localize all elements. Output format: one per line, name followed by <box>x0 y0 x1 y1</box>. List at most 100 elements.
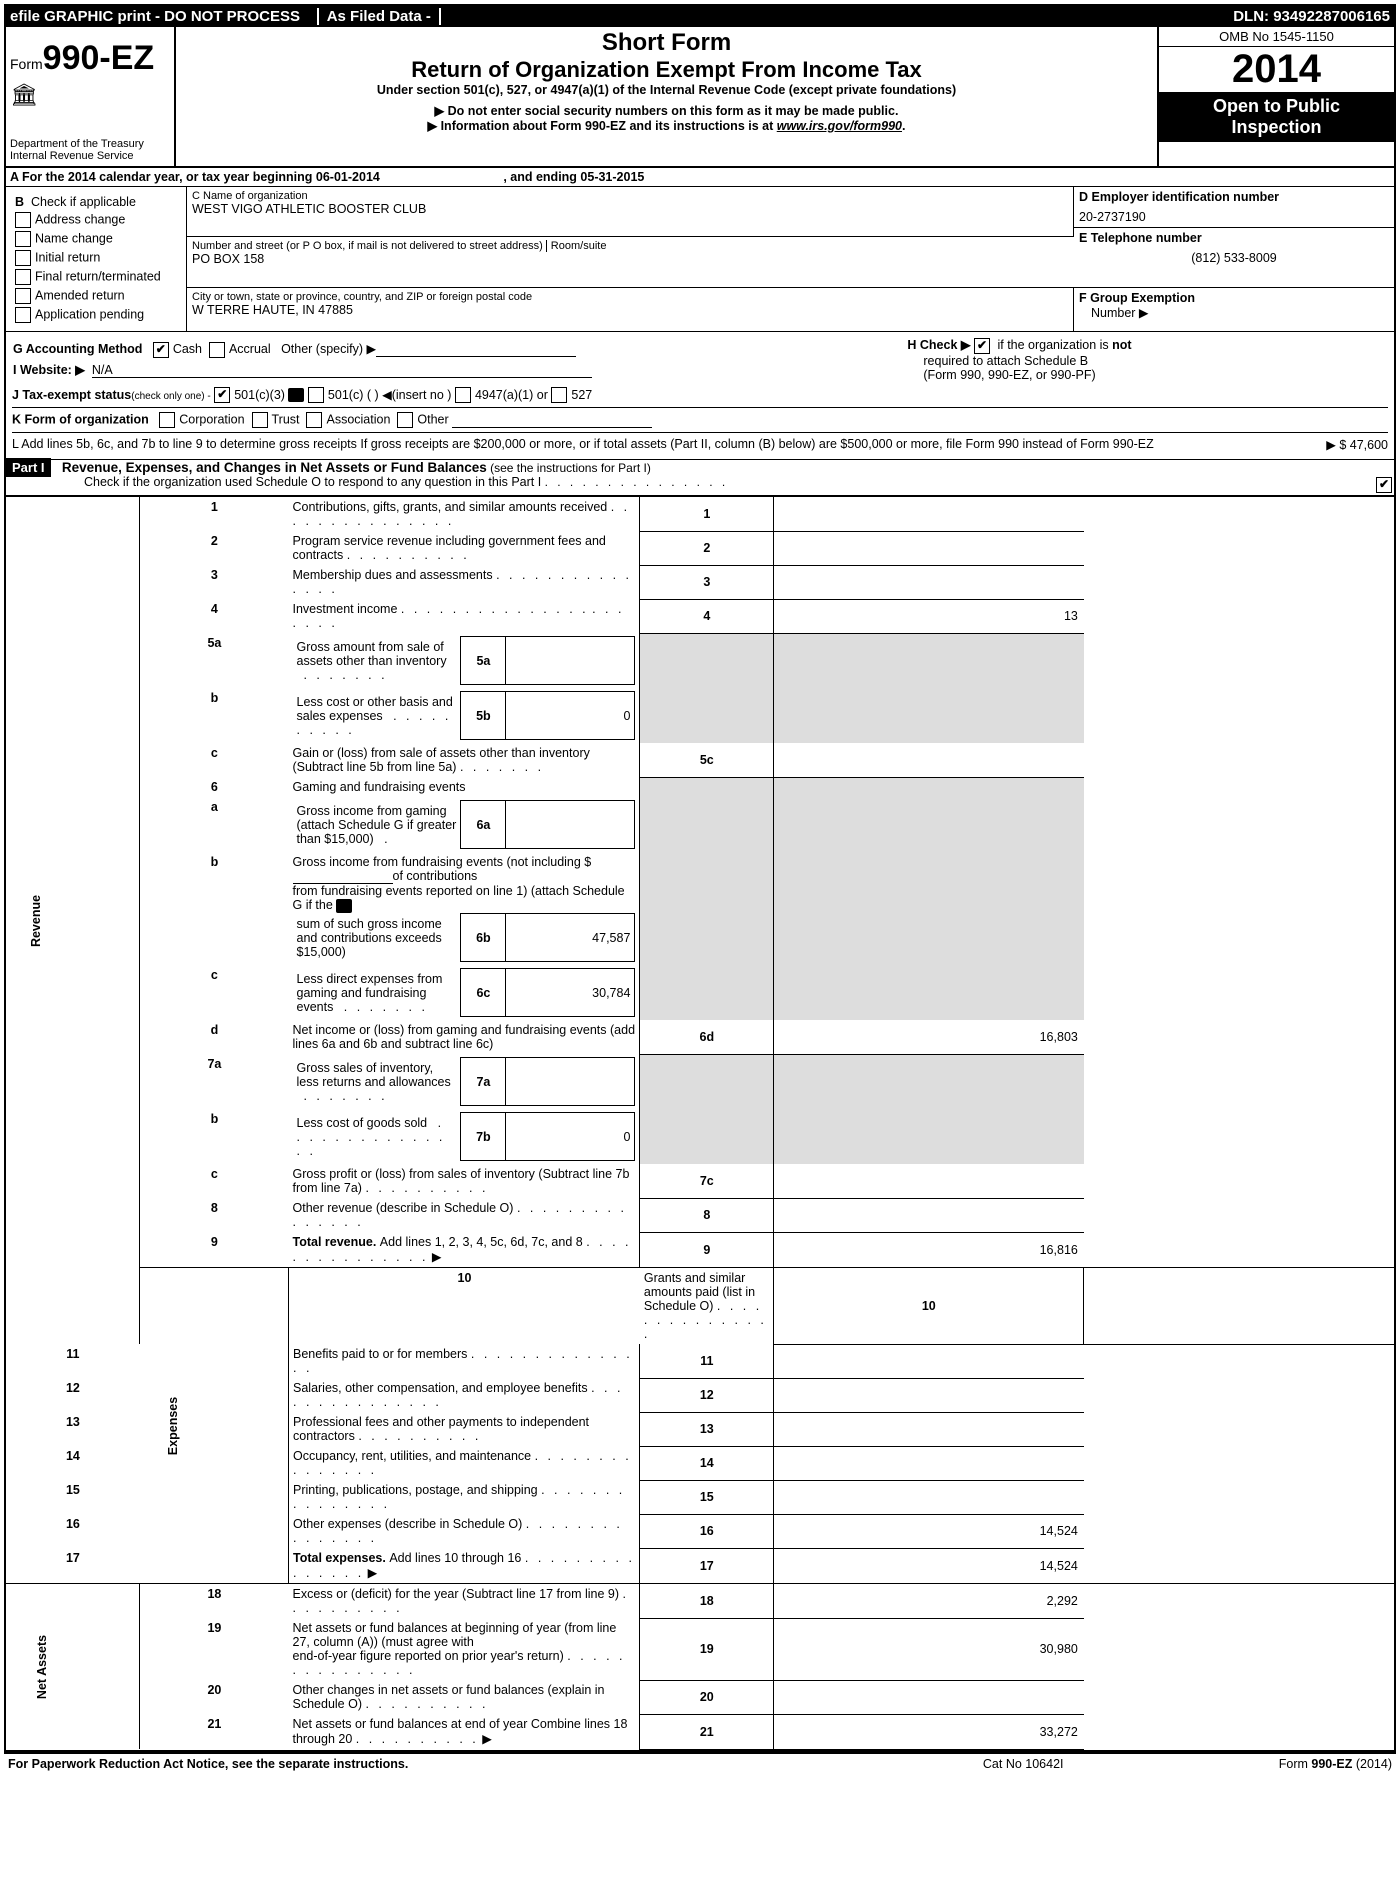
line-8-amt <box>774 1198 1084 1232</box>
revenue-label: Revenue <box>6 497 140 1344</box>
footer-form: Form 990-EZ (2014) <box>1123 1753 1396 1774</box>
line-14-text: Occupancy, rent, utilities, and maintena… <box>289 1446 640 1480</box>
footer-paperwork: For Paperwork Reduction Act Notice, see … <box>4 1753 923 1774</box>
efile-mid: As Filed Data - <box>317 8 441 25</box>
line-11-amt <box>774 1344 1084 1378</box>
org-name: WEST VIGO ATHLETIC BOOSTER CLUB <box>192 202 1068 216</box>
cb-accrual[interactable] <box>209 342 225 358</box>
ein-value: 20-2737190 <box>1074 207 1394 228</box>
efile-left: efile GRAPHIC print - DO NOT PROCESS <box>10 8 300 25</box>
line-3-text: Membership dues and assessments . . . . … <box>289 565 640 599</box>
section-d-e: D Employer identification number 20-2737… <box>1074 187 1395 287</box>
dept-treasury: Department of the Treasury <box>10 138 170 150</box>
line-13-amt <box>774 1412 1084 1446</box>
line-5b-amt: 0 <box>506 692 635 740</box>
cb-4947[interactable] <box>455 387 471 403</box>
net-assets-label: Net Assets <box>6 1584 140 1750</box>
tax-year: 2014 <box>1159 47 1394 92</box>
line-1-amt <box>774 497 1084 531</box>
line-14-amt <box>774 1446 1084 1480</box>
line-5a: Gross amount from sale of assets other t… <box>289 633 640 688</box>
cb-trust[interactable] <box>252 412 268 428</box>
line-19-text: Net assets or fund balances at beginning… <box>289 1618 640 1680</box>
line-12-text: Salaries, other compensation, and employ… <box>289 1378 640 1412</box>
cb-corp[interactable] <box>159 412 175 428</box>
line-5c-text: Gain or (loss) from sale of assets other… <box>289 743 640 777</box>
schedule-icon[interactable] <box>336 899 352 913</box>
line-2-amt <box>774 531 1084 565</box>
line-7c-amt <box>774 1164 1084 1198</box>
cb-assoc[interactable] <box>306 412 322 428</box>
efile-dln: DLN: 93492287006165 <box>1233 8 1390 25</box>
section-b-through-f: B Check if applicable Address change Nam… <box>5 187 1395 333</box>
footer: For Paperwork Reduction Act Notice, see … <box>4 1752 1396 1774</box>
cb-501c3[interactable]: ✔ <box>214 387 230 403</box>
line-18-amt: 2,292 <box>774 1584 1084 1619</box>
irs-link[interactable]: www.irs.gov/form990 <box>777 119 902 133</box>
open-to-public: Open to Public Inspection <box>1159 92 1394 142</box>
cb-schedule-o[interactable]: ✔ <box>1376 477 1392 493</box>
line-15-amt <box>774 1480 1084 1514</box>
line-18-text: Excess or (deficit) for the year (Subtra… <box>289 1584 640 1619</box>
section-f: F Group Exemption Number ▶ <box>1074 287 1395 331</box>
street-value: PO BOX 158 <box>192 252 1069 266</box>
form-990ez: efile GRAPHIC print - DO NOT PROCESS As … <box>4 4 1396 1752</box>
cb-address-change[interactable]: Address change <box>15 212 177 228</box>
cb-name-change[interactable]: Name change <box>15 231 177 247</box>
line-6c-amt: 30,784 <box>506 969 635 1017</box>
line-20-amt <box>774 1680 1084 1714</box>
line-4-text: Investment income . . . . . . . . . . . … <box>289 599 640 633</box>
line-7c-text: Gross profit or (loss) from sales of inv… <box>289 1164 640 1198</box>
part-i-header: Part I Revenue, Expenses, and Changes in… <box>5 460 1395 497</box>
line-11-text: Benefits paid to or for members . . . . … <box>289 1344 640 1378</box>
cb-527[interactable] <box>551 387 567 403</box>
line-6b-amt: 47,587 <box>506 914 635 962</box>
line-12-amt <box>774 1378 1084 1412</box>
cb-initial-return[interactable]: Initial return <box>15 250 177 266</box>
omb-number: OMB No 1545-1150 <box>1159 27 1394 47</box>
section-c-city: City or town, state or province, country… <box>187 287 1074 331</box>
form-number: 990-EZ <box>43 39 155 77</box>
line-6b: Gross income from fundraising events (no… <box>289 852 640 965</box>
line-16-amt: 14,524 <box>774 1514 1084 1548</box>
section-c-street: Number and street (or P O box, if mail i… <box>187 237 1074 287</box>
line-21-amt: 33,272 <box>774 1714 1084 1749</box>
line-2-text: Program service revenue including govern… <box>289 531 640 565</box>
info-line: ▶ Information about Form 990-EZ and its … <box>182 118 1151 133</box>
line-1-text: Contributions, gifts, grants, and simila… <box>289 497 640 531</box>
header-left: Form990-EZ 🏛︎ Department of the Treasury… <box>5 27 175 167</box>
section-b: B Check if applicable Address change Nam… <box>6 187 187 332</box>
under-section: Under section 501(c), 527, or 4947(a)(1)… <box>182 83 1151 97</box>
line-17-text: Total expenses. Add lines 10 through 16 … <box>289 1548 640 1584</box>
line-10-amt <box>1084 1268 1394 1345</box>
line-6a: Gross income from gaming (attach Schedul… <box>289 797 640 852</box>
line-7b-amt: 0 <box>506 1113 635 1161</box>
line-6d-amt: 16,803 <box>774 1020 1084 1054</box>
line-21-text: Net assets or fund balances at end of ye… <box>289 1714 640 1749</box>
gross-receipts-value: $ 47,600 <box>1339 438 1388 452</box>
cb-cash[interactable]: ✔ <box>153 342 169 358</box>
cb-application-pending[interactable]: Application pending <box>15 307 177 323</box>
part-i-heading: Revenue, Expenses, and Changes in Net As… <box>54 460 487 475</box>
cb-schedule-b[interactable]: ✔ <box>974 338 990 354</box>
schedule-icon[interactable] <box>288 388 304 402</box>
efile-bar: efile GRAPHIC print - DO NOT PROCESS As … <box>5 5 1395 27</box>
line-20-text: Other changes in net assets or fund bala… <box>289 1680 640 1714</box>
phone-value: (812) 533-8009 <box>1074 248 1394 268</box>
line-10-text: Grants and similar amounts paid (list in… <box>640 1268 774 1345</box>
lines-table: Revenue 1 Contributions, gifts, grants, … <box>5 496 1395 1750</box>
row-i: I Website: ▶ N/A <box>13 362 905 378</box>
cb-amended-return[interactable]: Amended return <box>15 288 177 304</box>
row-j: J Tax-exempt status(check only one) - ✔5… <box>12 387 1388 409</box>
return-of-title: Return of Organization Exempt From Incom… <box>182 57 1151 83</box>
cb-501c[interactable] <box>308 387 324 403</box>
cb-final-return[interactable]: Final return/terminated <box>15 269 177 285</box>
line-8-text: Other revenue (describe in Schedule O) .… <box>289 1198 640 1232</box>
line-7b: Less cost of goods sold . . . . . . . . … <box>289 1109 640 1164</box>
line-15-text: Printing, publications, postage, and shi… <box>289 1480 640 1514</box>
label-phone: E Telephone number <box>1079 231 1202 245</box>
city-value: W TERRE HAUTE, IN 47885 <box>192 303 1068 317</box>
form-prefix: Form <box>10 56 43 72</box>
section-g-through-l: G Accounting Method ✔Cash Accrual Other … <box>5 332 1395 460</box>
cb-other-org[interactable] <box>397 412 413 428</box>
